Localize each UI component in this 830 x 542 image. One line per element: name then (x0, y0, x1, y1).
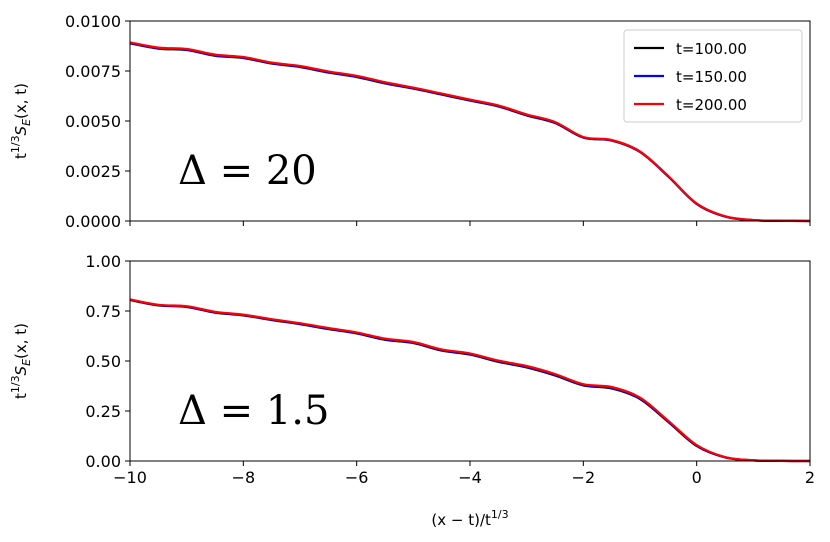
x-axis-label: (x − t)/t1/3 (431, 508, 508, 529)
legend-label: t=100.00 (676, 40, 747, 58)
legend: t=100.00 t=150.00 t=200.00 (623, 29, 803, 123)
series-lines (130, 41, 810, 223)
series-line-t=200.00 (130, 41, 810, 223)
x-tick-label: −10 (113, 468, 147, 487)
x-tick-label: −6 (345, 468, 369, 487)
y-axis-label: t1/3SE(x, t) (9, 323, 33, 399)
y-tick-label: 0.75 (85, 302, 121, 321)
y-tick-label: 0.0050 (65, 112, 121, 131)
x-tick-label: 0 (692, 468, 702, 487)
y-tick-label: 0.0075 (65, 62, 121, 81)
y-tick-label: 0.25 (85, 402, 121, 421)
x-tick-label: −8 (232, 468, 256, 487)
y-tick-label: 0.00 (85, 452, 121, 471)
bottom-panel: −10 −8 −6 −4 −2 0 2 0.00 0.25 0.50 0.75 1.00 t1/3SE(… (9, 252, 815, 529)
top-panel: 0.0000 0.0025 0.0050 0.0075 0.0100 t1/3SE(x, … (9, 12, 811, 231)
y-tick-label: 0.0025 (65, 162, 121, 181)
x-tick-label: 2 (805, 468, 815, 487)
series-lines (130, 298, 810, 463)
legend-label: t=150.00 (676, 68, 747, 86)
legend-label: t=200.00 (676, 96, 747, 114)
x-tick-label: −4 (458, 468, 482, 487)
y-tick-label: 0.50 (85, 352, 121, 371)
legend-box (623, 29, 803, 123)
delta-annotation: Δ = 1.5 (178, 388, 329, 434)
x-tick-label: −2 (572, 468, 596, 487)
series-line-t=150.00 (130, 298, 810, 463)
delta-annotation: Δ = 20 (178, 148, 317, 194)
y-tick-label: 0.0100 (65, 12, 121, 31)
y-tick-label: 1.00 (85, 252, 121, 271)
series-line-t=200.00 (130, 298, 810, 463)
y-tick-label: 0.0000 (65, 212, 121, 231)
y-axis-label: t1/3SE(x, t) (9, 83, 33, 159)
series-line-t=100.00 (130, 298, 810, 463)
